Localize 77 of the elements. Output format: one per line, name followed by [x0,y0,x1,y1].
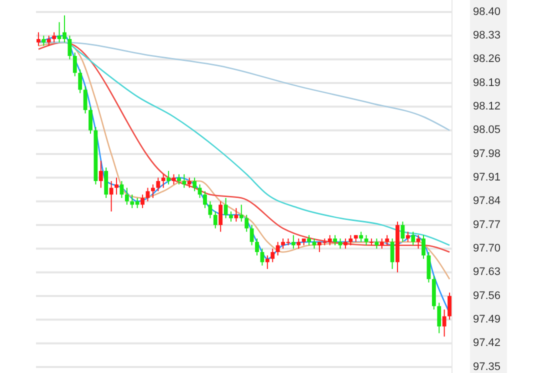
y-tick-label: 98.26 [473,53,501,66]
candlestick [68,35,72,60]
candlestick [255,238,259,256]
candlestick [234,208,238,222]
candlestick [406,231,410,242]
candlestick [72,52,77,77]
y-tick-label: 97.77 [473,218,501,231]
y-tick-label: 97.98 [473,148,501,160]
candlestick [270,248,275,263]
candlestick [150,184,155,198]
y-tick-label: 98.33 [473,30,501,42]
candlestick [140,194,144,209]
candlestick [229,210,233,222]
candlestick [182,174,186,188]
candlestick [291,234,296,250]
candlestick [359,231,364,242]
candlestick [213,210,218,229]
candlestick [374,238,379,250]
candlestick [411,231,416,246]
candlestick [442,309,446,338]
candlestick [172,174,176,185]
candlestick [276,241,280,256]
candlestick [364,234,368,246]
candlestick [400,221,405,242]
candlestick [385,234,390,246]
candlestick [124,187,129,206]
y-tick-label: 98.19 [473,76,501,89]
y-tick-label: 98.40 [473,6,501,18]
candlestick [192,177,197,192]
candlestick [104,167,108,198]
candlestick [307,234,311,246]
candlestick [218,200,223,232]
candlestick [338,238,342,250]
candlestick [265,254,270,270]
y-tick-label: 97.35 [473,360,501,373]
candlestick [83,86,88,114]
candlestick [52,32,56,43]
y-tick-label: 97.91 [473,172,501,184]
candlestick [344,238,348,250]
candlestick [437,302,442,334]
candlestick [250,224,254,246]
y-tick-label: 97.70 [473,242,501,255]
y-tick-label: 97.49 [473,314,501,326]
candlestick [88,106,92,134]
candlestick [114,177,118,196]
candlestick [109,180,114,212]
candlestick [312,238,316,250]
candlestick [166,170,171,185]
candlestick [296,238,301,250]
candlestick [46,35,51,46]
candlestick [422,234,426,260]
candlestick [448,292,452,320]
candlestick [161,174,166,188]
candlestick [156,177,160,192]
candlestick [187,177,192,188]
y-tick-label: 98.05 [473,124,501,136]
candlestick [177,174,181,185]
candlestick [239,204,244,222]
candlestick [208,200,212,219]
candlestick [328,234,332,246]
candlestick [224,197,228,219]
candlestick [42,35,46,46]
candlestick [416,234,420,250]
candlestick [348,234,353,246]
candlestick [146,187,150,202]
y-tick-label: 97.63 [473,266,501,278]
y-tick-label: 98.12 [473,100,501,113]
y-tick-label: 97.42 [473,337,501,350]
candlestick [244,214,249,232]
candlestick [36,32,40,46]
y-tick-label: 97.56 [473,290,501,302]
candlestick [78,68,82,94]
candlestick [333,234,338,246]
candlestick [380,238,384,250]
candlestick [98,160,103,188]
y-tick-label: 97.84 [473,195,501,208]
candlestick [203,190,207,209]
